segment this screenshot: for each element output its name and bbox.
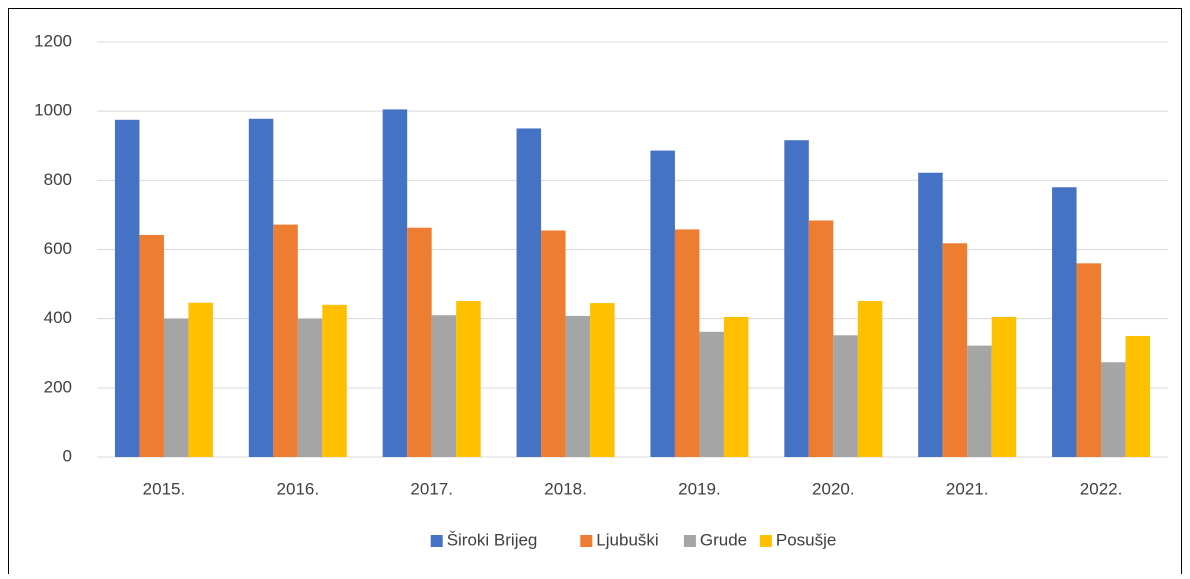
y-tick-label: 800 (44, 170, 72, 189)
bar (382, 109, 408, 457)
bar (784, 140, 809, 457)
bar (857, 301, 883, 457)
bar (1052, 187, 1077, 457)
bar (808, 220, 834, 457)
y-tick-label: 600 (44, 239, 72, 258)
y-tick-label: 1200 (34, 31, 72, 50)
legend-swatch (430, 535, 443, 547)
bar (650, 150, 675, 457)
bar (991, 316, 1017, 457)
bar (456, 301, 481, 457)
bar (431, 315, 457, 457)
legend-label: Ljubuški (596, 530, 658, 549)
bar (699, 331, 724, 457)
bar (942, 243, 968, 457)
x-tick-label: 2019. (678, 479, 721, 498)
y-tick-label: 0 (63, 446, 72, 465)
bar (565, 315, 591, 457)
bar (918, 172, 943, 457)
x-tick-label: 2022. (1080, 479, 1123, 498)
bar (1076, 263, 1102, 457)
legend-swatch (759, 535, 772, 547)
legend-swatch (683, 535, 696, 547)
legend-label: Posušje (776, 530, 836, 549)
legend-label: Široki Brijeg (447, 530, 538, 549)
bar (407, 227, 432, 457)
y-tick-label: 200 (44, 377, 72, 396)
bar (967, 345, 992, 457)
bar (297, 318, 323, 457)
x-tick-label: 2021. (946, 479, 989, 498)
bar (516, 128, 542, 458)
bar (114, 119, 140, 457)
x-tick-label: 2017. (410, 479, 453, 498)
legend-label: Grude (700, 530, 747, 549)
bar (139, 234, 164, 457)
bar (833, 335, 858, 457)
y-tick-label: 400 (44, 308, 72, 327)
bar (590, 303, 615, 457)
x-tick-label: 2018. (544, 479, 587, 498)
x-tick-label: 2016. (277, 479, 320, 498)
bar (163, 318, 189, 457)
bar (723, 316, 749, 457)
x-tick-label: 2020. (812, 479, 855, 498)
bar (322, 304, 347, 457)
bar (1125, 335, 1151, 457)
y-tick-label: 1000 (34, 101, 72, 120)
x-tick-label: 2015. (143, 479, 186, 498)
legend-swatch (580, 535, 593, 547)
chart-border (8, 8, 1182, 579)
bar (248, 118, 274, 458)
bar (1101, 362, 1126, 457)
bar (273, 224, 298, 457)
bar (674, 229, 700, 457)
bar (541, 230, 566, 457)
bar (188, 302, 213, 457)
